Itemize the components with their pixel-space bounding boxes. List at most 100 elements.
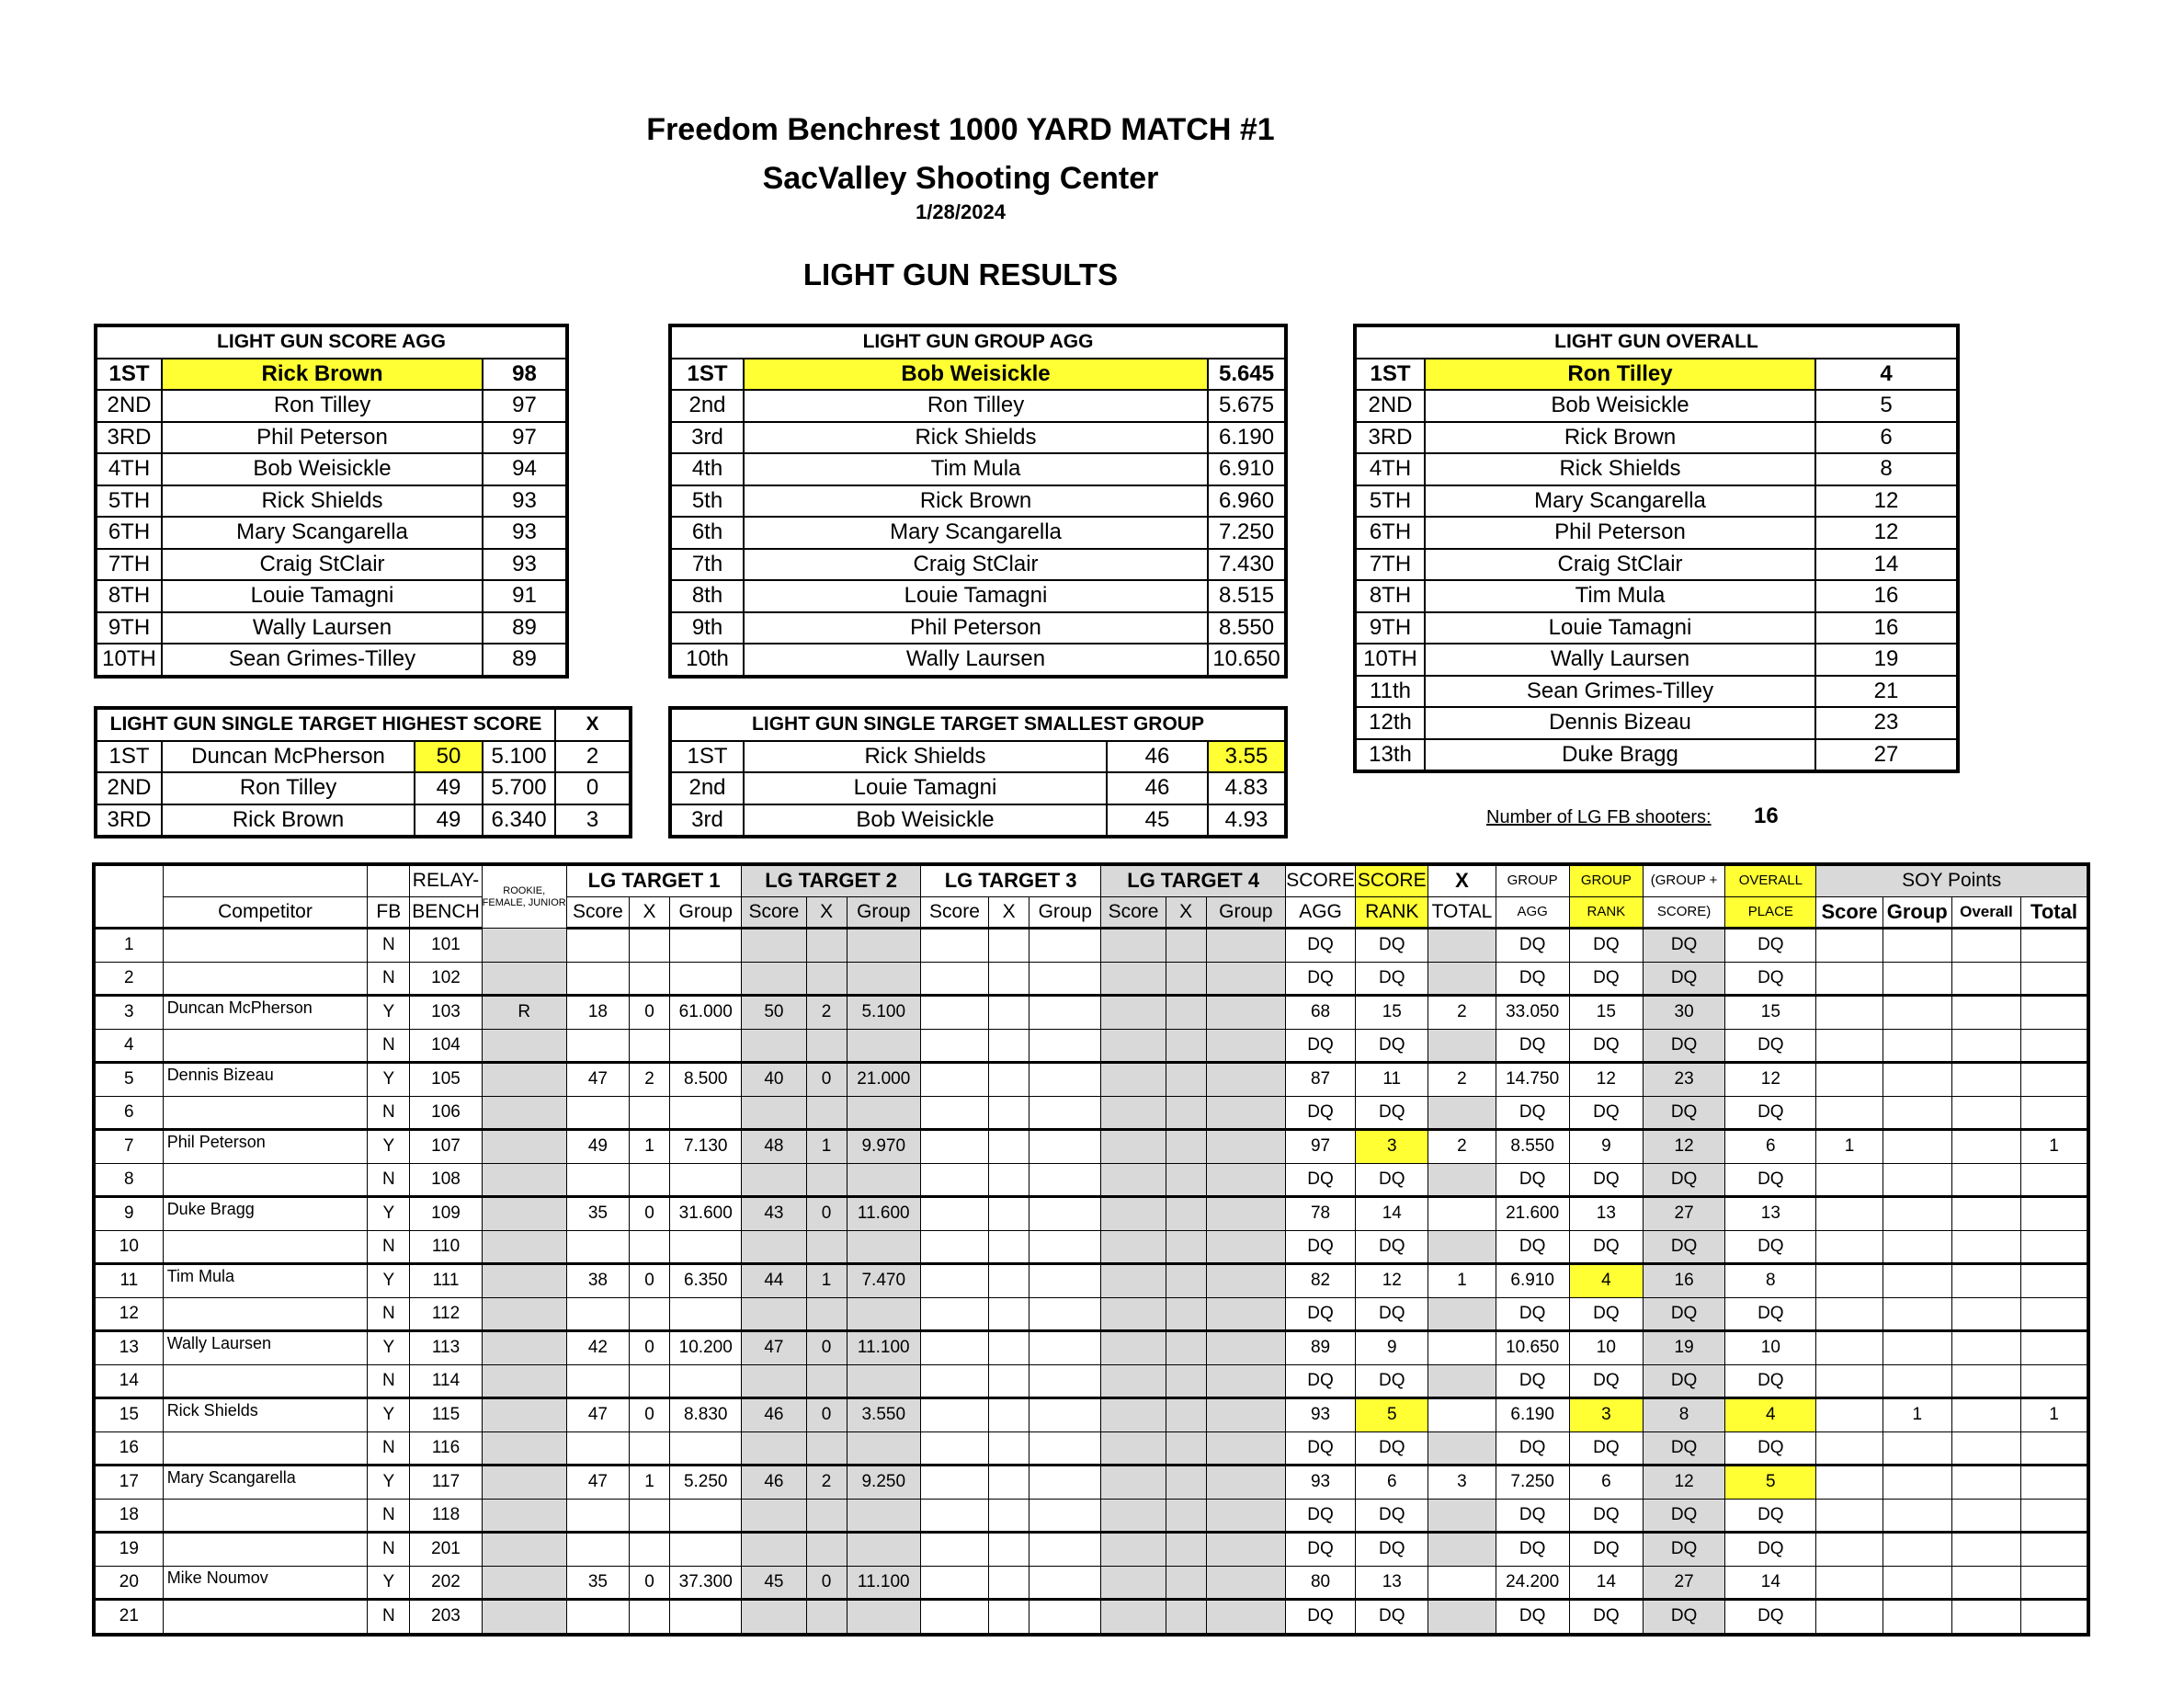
competitor-cell [162,1498,369,1534]
score-rank-cell: DQ [1355,1431,1429,1466]
table-row: 15 Rick Shields Y 115 47 0 8.830 46 0 3.550 93 5 6.1… [93,1397,2089,1432]
soy-score-cell [1815,995,1883,1030]
table-row: 8 N 108 DQ DQ DQ DQ DQ DQ [93,1162,2089,1198]
soy-overall-cell [1951,995,2022,1030]
value-cell: 10.650 [1206,643,1288,678]
t2-x-cell [805,1095,847,1131]
group-score-cell: 16 [1642,1263,1726,1298]
bench-cell: 105 [409,1062,483,1097]
score-agg-cell: DQ [1284,1028,1357,1064]
t3-score-cell [919,1397,990,1432]
soy-overall-cell [1951,1532,2022,1567]
t4-x-cell [1165,1465,1207,1500]
group-rank-cell: DQ [1568,1229,1644,1265]
x-total-cell [1428,1229,1496,1265]
overall-place-cell: 15 [1724,995,1817,1030]
table-row: 18 N 118 DQ DQ DQ DQ DQ DQ [93,1498,2089,1534]
t2-group-cell [846,1095,921,1131]
row-number-cell: 19 [93,1532,164,1567]
group-score-cell: 27 [1642,1565,1726,1601]
target2-header: LG TARGET 2 [741,863,921,897]
t2-group-cell [846,1296,921,1332]
group-rank-cell: DQ [1568,1296,1644,1332]
x-total-cell [1428,1363,1496,1399]
soy-total-cell [2020,1296,2089,1332]
soy-overall-cell [1951,1465,2022,1500]
t1-score-cell: 35 [565,1565,631,1601]
score-rank-cell: DQ [1355,1229,1429,1265]
soy-points-header: SOY Points [1815,863,2089,897]
table-row: 3RD Rick Brown 6 [1354,420,1960,454]
soy-group-cell [1882,1465,1952,1500]
t1-group-cell [669,1599,743,1635]
t1-score-cell [565,1028,631,1064]
value-cell: 5 [1814,389,1960,423]
name-cell: Bob Weisickle [743,357,1209,391]
value-cell: 97 [481,420,569,454]
score-rank-cell: 13 [1355,1565,1429,1601]
t4-group-cell [1205,1431,1286,1466]
t3-group-cell [1029,1229,1102,1265]
t1-x-cell [628,1431,671,1466]
table-row: 10TH Wally Laursen 19 [1354,643,1960,677]
table-row: 10th Wally Laursen 10.650 [669,643,1288,678]
soy-total-cell [2020,1196,2089,1231]
t1-group-cell [669,1028,743,1064]
soy-total-cell [2020,1498,2089,1534]
t4-score-cell [1100,1565,1166,1601]
t4-score-cell [1100,1397,1166,1432]
target1-header: LG TARGET 1 [565,863,743,897]
competitor-cell [162,1028,369,1064]
group-score-cell: DQ [1642,1162,1726,1198]
soy-overall-cell [1951,1095,2022,1131]
t1-group-cell: 31.600 [669,1196,743,1231]
x-total-cell [1428,1431,1496,1466]
rookie-cell [481,1263,567,1298]
t2-group-cell [846,1498,921,1534]
soy-total-cell [2020,1599,2089,1635]
table-row: 19 N 201 DQ DQ DQ DQ DQ DQ [93,1532,2089,1567]
group-cell: 5.700 [481,771,557,805]
fb-cell: N [367,1162,411,1198]
score-rank-cell: DQ [1355,1095,1429,1131]
t3-group-cell [1029,1095,1102,1131]
group-agg-cell: DQ [1495,1162,1570,1198]
overall-place-cell: 14 [1724,1565,1817,1601]
table-row: 8TH Louie Tamagni 91 [95,579,569,613]
table-row: 3RD Phil Peterson 97 [95,420,569,454]
soy-total-cell [2020,1363,2089,1399]
t2-score-cell: 45 [741,1565,807,1601]
score-agg-cell: DQ [1284,961,1357,997]
table-row: 14 N 114 DQ DQ DQ DQ DQ DQ [93,1363,2089,1399]
group-rank-cell: 15 [1568,995,1644,1030]
t4-x-cell [1165,1263,1207,1298]
soy-score-cell [1815,1397,1883,1432]
fb-header: FB [367,895,411,930]
competitor-cell: Wally Laursen [162,1330,369,1365]
value-cell: 8.550 [1206,610,1288,644]
fb-cell: N [367,1532,411,1567]
x-total-cell [1428,1162,1496,1198]
name-cell: Wally Laursen [1424,643,1816,677]
t2-x-cell: 1 [805,1129,847,1164]
place-cell: 5th [669,484,745,518]
place-cell: 9TH [95,610,163,644]
t1-group-cell: 61.000 [669,995,743,1030]
bench-cell: 112 [409,1296,483,1332]
group-agg-table: LIGHT GUN GROUP AGG 1ST Bob Weisickle 5.645… [668,324,1289,679]
soy-score-cell [1815,1431,1883,1466]
soy-score-cell [1815,1263,1883,1298]
t3-x-cell [988,1263,1030,1298]
t4-score-cell [1100,1296,1166,1332]
bench-cell: 106 [409,1095,483,1131]
soy-group-cell [1882,961,1952,997]
t1-group-cell: 10.200 [669,1330,743,1365]
t1-x-cell [628,1162,671,1198]
soy-group-cell [1882,1162,1952,1198]
t2-score-cell [741,1599,807,1635]
t1-score-cell [565,1162,631,1198]
t4-group-cell [1205,1363,1286,1399]
rookie-cell [481,1129,567,1164]
score-cell: 49 [414,803,483,838]
t1-x-cell: 1 [628,1129,671,1164]
